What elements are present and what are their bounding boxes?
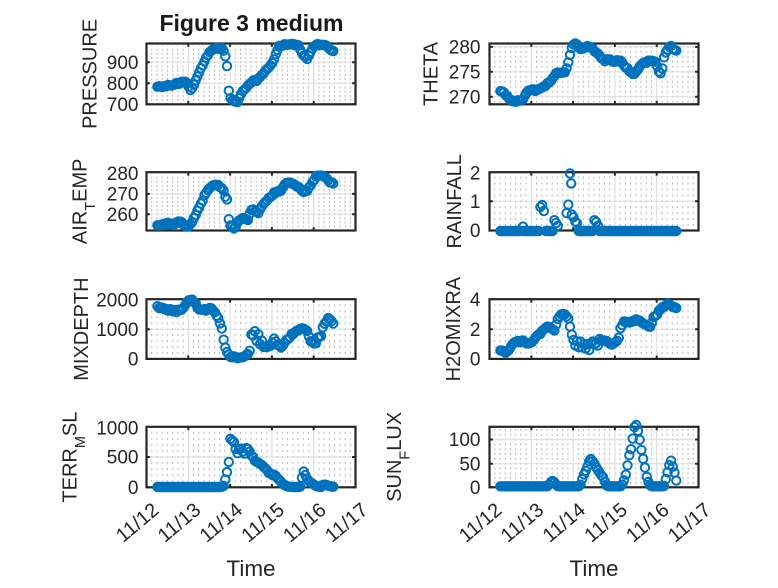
- svg-text:0: 0: [470, 478, 481, 499]
- svg-text:800: 800: [107, 74, 139, 95]
- svg-text:RAINFALL: RAINFALL: [444, 154, 466, 248]
- svg-text:0: 0: [470, 221, 481, 242]
- svg-text:280: 280: [449, 38, 481, 59]
- svg-text:1000: 1000: [96, 419, 138, 440]
- svg-text:900: 900: [107, 53, 139, 74]
- svg-text:0: 0: [128, 350, 139, 371]
- svg-text:Figure 3 medium: Figure 3 medium: [159, 10, 343, 36]
- svg-text:100: 100: [449, 430, 481, 451]
- svg-text:280: 280: [107, 164, 139, 185]
- svg-text:1: 1: [470, 192, 481, 213]
- svg-text:0: 0: [128, 478, 139, 499]
- svg-text:0: 0: [470, 350, 481, 371]
- svg-text:270: 270: [107, 185, 139, 206]
- svg-text:THETA: THETA: [421, 41, 443, 106]
- svg-text:50: 50: [459, 454, 480, 475]
- svg-text:275: 275: [449, 62, 481, 83]
- svg-text:260: 260: [107, 205, 139, 226]
- svg-text:270: 270: [449, 87, 481, 108]
- svg-text:Time: Time: [226, 556, 275, 581]
- svg-text:4: 4: [470, 290, 481, 311]
- svg-text:2: 2: [470, 320, 481, 341]
- svg-text:H2OMIXRA: H2OMIXRA: [443, 276, 465, 381]
- svg-text:2000: 2000: [96, 291, 138, 312]
- svg-text:500: 500: [107, 448, 139, 469]
- svg-text:MIXDEPTH: MIXDEPTH: [71, 277, 93, 380]
- svg-text:PRESSURE: PRESSURE: [80, 19, 102, 129]
- svg-text:2: 2: [470, 163, 481, 184]
- svg-text:700: 700: [107, 95, 139, 116]
- svg-text:1000: 1000: [96, 320, 138, 341]
- svg-text:Time: Time: [569, 556, 618, 581]
